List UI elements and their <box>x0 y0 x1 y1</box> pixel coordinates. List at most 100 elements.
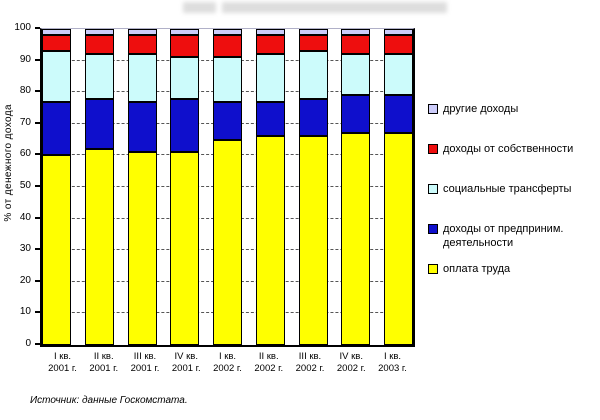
y-tick-label: 30 <box>19 243 31 255</box>
legend-swatch <box>428 184 438 194</box>
bar-segment <box>84 149 114 345</box>
bar-segment <box>298 98 328 137</box>
legend-item: социальные трансферты <box>428 182 593 196</box>
y-tick-mark <box>35 185 40 187</box>
bar-segment <box>384 35 413 55</box>
bar-segment <box>255 136 285 345</box>
bar-segment <box>213 29 242 36</box>
y-tick-label: 70 <box>19 116 31 128</box>
bar-segment <box>127 152 157 345</box>
y-tick-label: 40 <box>19 211 31 223</box>
x-tick-label: IV кв. 2002 г. <box>336 351 366 374</box>
bar-segment <box>170 98 200 153</box>
bar-IVкв.-2002г. <box>341 29 371 345</box>
bar-segment <box>84 29 114 36</box>
bar-segment <box>170 29 200 36</box>
x-tick-label: I кв. 2001 г. <box>48 351 77 374</box>
bar-segment <box>298 35 328 52</box>
legend-swatch <box>428 224 438 234</box>
y-tick-mark <box>35 311 40 314</box>
bar-IIкв.-2001г. <box>84 29 114 345</box>
bar-segment <box>255 29 285 36</box>
bar-segment <box>341 133 371 345</box>
y-tick-label: 0 <box>25 338 31 349</box>
y-tick-mark <box>35 27 40 29</box>
x-tick-label: IV кв. 2001 г. <box>171 351 201 374</box>
y-tick-mark <box>35 121 40 124</box>
legend-label: другие доходы <box>443 103 519 115</box>
blurred-title <box>222 2 447 13</box>
y-tick-mark <box>35 343 40 345</box>
bar-segment <box>298 136 328 345</box>
y-tick-mark <box>35 279 40 282</box>
x-tick-label: II кв. 2002 г. <box>254 351 284 374</box>
bar-segment <box>341 54 371 96</box>
y-tick-label: 10 <box>19 306 31 318</box>
bar-IIIкв.-2002г. <box>298 29 328 345</box>
bar-segment <box>170 57 200 99</box>
y-tick-mark <box>35 248 40 251</box>
blurred-title-fragment <box>183 2 216 13</box>
bar-segment <box>84 35 114 55</box>
y-tick-label: 20 <box>19 274 31 286</box>
bar-segment <box>42 51 71 102</box>
bar-segment <box>341 95 371 134</box>
bar-segment <box>127 35 157 55</box>
y-tick-mark <box>35 58 40 61</box>
y-tick-label: 60 <box>19 148 31 160</box>
legend-label: оплата труда <box>443 263 511 275</box>
bar-segment <box>127 54 157 102</box>
bar-Iкв.-2001г. <box>42 29 71 345</box>
bar-Iкв.-2003г. <box>384 29 413 345</box>
x-tick-label: III кв. 2001 г. <box>130 351 160 374</box>
bar-segment <box>42 101 71 156</box>
bar-segment <box>213 35 242 58</box>
bar-segment <box>127 101 157 153</box>
bar-segment <box>84 54 114 99</box>
y-tick-label: 80 <box>19 85 31 97</box>
legend-item: доходы от собственности <box>428 142 593 156</box>
bar-segment <box>384 133 413 345</box>
bar-IIIкв.-2001г. <box>127 29 157 345</box>
legend-item: оплата труда <box>428 262 593 276</box>
y-tick-mark <box>35 90 40 93</box>
x-tick-label: I кв. 2003 г. <box>378 351 407 374</box>
y-tick-label: 100 <box>14 22 31 33</box>
bar-segment <box>255 35 285 55</box>
bar-segment <box>42 35 71 52</box>
y-tick-mark <box>35 153 40 156</box>
bar-IVкв.-2001г. <box>170 29 200 345</box>
y-axis: 0 10 20 30 40 50 60 70 80 90 100 <box>0 23 40 349</box>
bar-segment <box>341 35 371 55</box>
bar-segment <box>170 35 200 58</box>
x-tick-label: III кв. 2002 г. <box>295 351 325 374</box>
y-tick-label: 50 <box>19 180 31 191</box>
bar-segment <box>213 101 242 140</box>
source-note: Источник: данные Госкомстата. <box>30 395 188 406</box>
plot-area <box>40 28 415 347</box>
x-tick-label: I кв. 2002 г. <box>213 351 242 374</box>
legend-item: доходы от предприним. деятельности <box>428 222 593 250</box>
bar-segment <box>384 95 413 134</box>
bar-segment <box>384 54 413 96</box>
bar-segment <box>42 155 71 345</box>
y-tick-label: 90 <box>19 53 31 65</box>
bar-segment <box>298 51 328 99</box>
bar-segment <box>341 29 371 36</box>
bar-segment <box>298 29 328 36</box>
bar-segment <box>213 139 242 345</box>
legend-label: социальные трансферты <box>443 183 572 195</box>
bar-segment <box>384 29 413 36</box>
bar-segment <box>84 98 114 150</box>
legend-swatch <box>428 264 438 274</box>
legend-item: другие доходы <box>428 102 593 116</box>
legend-swatch <box>428 144 438 154</box>
x-tick-label: II кв. 2001 г. <box>89 351 119 374</box>
bar-segment <box>255 54 285 102</box>
bars-layer <box>42 29 413 345</box>
bar-segment <box>255 101 285 137</box>
bar-Iкв.-2002г. <box>213 29 242 345</box>
bar-segment <box>127 29 157 36</box>
legend-label: доходы от предприним. деятельности <box>443 223 564 249</box>
bar-segment <box>170 152 200 345</box>
